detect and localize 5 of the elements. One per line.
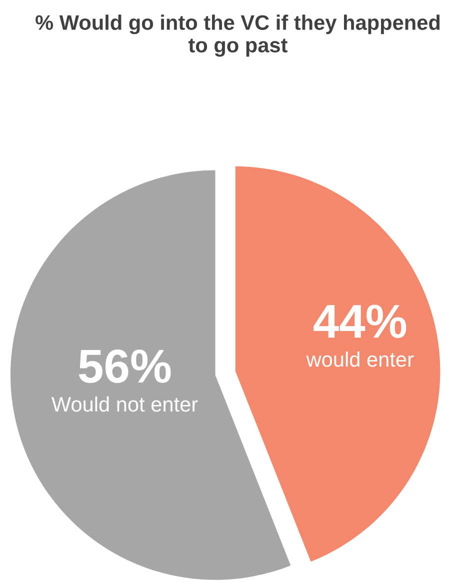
slice-label: Would not enter	[51, 396, 198, 412]
data-label: 56%	[78, 350, 171, 383]
slice-label: would enter	[306, 352, 414, 367]
chart-title: % Would go into the VC if they happened to go past	[36, 14, 440, 57]
data-label: 44%	[314, 304, 406, 338]
